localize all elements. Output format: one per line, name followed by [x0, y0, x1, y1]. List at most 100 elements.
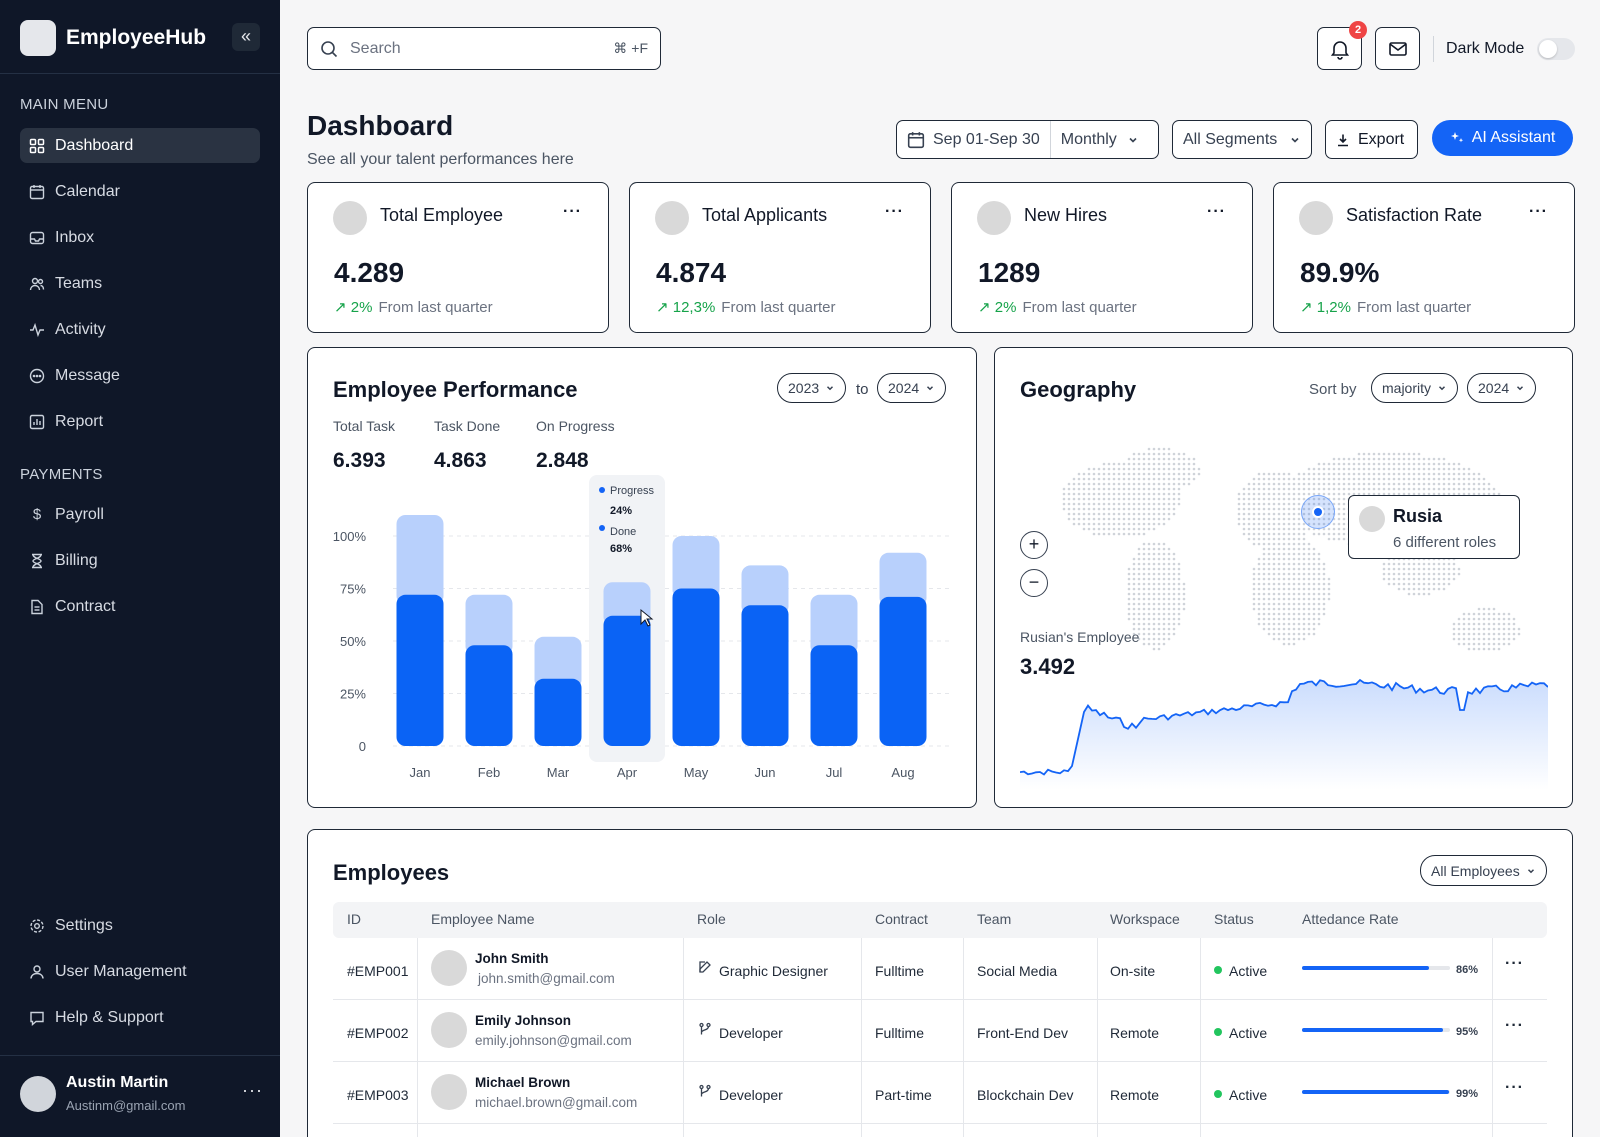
row-more-button[interactable]: ··· — [1505, 955, 1524, 972]
sidebar-item-report[interactable]: Report — [20, 404, 260, 439]
user-profile[interactable]: Austin Martin Austinm@gmail.com ··· — [0, 1055, 280, 1137]
chevron-down-icon — [827, 386, 834, 391]
column-header-name[interactable]: Employee Name — [431, 911, 535, 927]
attendance-rate: 99% — [1456, 1088, 1479, 1100]
column-header-id[interactable]: ID — [347, 911, 361, 927]
sidebar-item-teams[interactable]: Teams — [20, 266, 260, 301]
employee-name[interactable]: Emily Johnson — [475, 1013, 572, 1028]
export-button[interactable]: Export — [1325, 120, 1418, 159]
attendance-bar — [1302, 1028, 1450, 1032]
table-row[interactable] — [333, 938, 1547, 1000]
column-header-status[interactable]: Status — [1214, 911, 1254, 927]
employee-name[interactable]: John Smith — [475, 951, 549, 966]
user-more-button[interactable]: ··· — [242, 1080, 263, 1100]
bar-progress-mar[interactable] — [534, 636, 582, 689]
search-input[interactable]: Search ⌘ +F — [307, 27, 661, 70]
more-icon[interactable]: ··· — [1529, 203, 1548, 220]
metric-label-total-task: Total Task — [333, 418, 395, 434]
sort-select[interactable]: majority — [1371, 373, 1459, 403]
ai-assistant-button[interactable]: AI Assistant — [1432, 120, 1573, 156]
column-header-role[interactable]: Role — [697, 911, 726, 927]
bar-progress-jun[interactable] — [741, 565, 789, 616]
segments-select[interactable]: All Segments — [1172, 120, 1312, 159]
employee-count-label: Rusian's Employee — [1020, 629, 1140, 645]
bar-progress-apr[interactable] — [603, 582, 651, 626]
bar-progress-may[interactable] — [672, 536, 720, 599]
user-name: Austin Martin — [66, 1074, 169, 1091]
stat-card-new-hires: New Hires ··· 1289 ↗ 2% From last quarter — [951, 182, 1253, 333]
geography-year-select[interactable]: 2024 — [1467, 373, 1537, 403]
sidebar-item-payroll[interactable]: $ Payroll — [20, 497, 260, 532]
sidebar-item-dashboard[interactable]: Dashboard — [20, 128, 260, 163]
page-title: Dashboard — [307, 110, 454, 141]
bar-progress-aug[interactable] — [879, 552, 927, 607]
collapse-sidebar-button[interactable]: « — [232, 23, 260, 51]
from-year-select[interactable]: 2023 — [777, 373, 847, 403]
row-more-button[interactable]: ··· — [1505, 1079, 1524, 1096]
to-year-label: 2024 — [888, 380, 920, 396]
trend-up-icon: ↗ — [978, 299, 995, 316]
sidebar-item-label: Inbox — [55, 228, 95, 246]
more-icon[interactable]: ··· — [885, 203, 904, 220]
more-icon[interactable]: ··· — [1207, 203, 1226, 220]
mail-button[interactable] — [1375, 27, 1420, 70]
sidebar-item-user-management[interactable]: User Management — [20, 954, 260, 989]
sidebar-item-billing[interactable]: Billing — [20, 543, 260, 578]
bar-progress-feb[interactable] — [465, 594, 513, 656]
zoom-out-button[interactable]: − — [1020, 569, 1048, 597]
sidebar-item-message[interactable]: Message — [20, 358, 260, 393]
bar-done-jan[interactable] — [396, 594, 444, 746]
stat-change: ↗ 1,2% From last quarter — [1300, 298, 1471, 316]
sidebar-item-activity[interactable]: Activity — [20, 312, 260, 347]
search-placeholder: Search — [350, 40, 401, 57]
performance-title: Employee Performance — [333, 377, 578, 402]
x-tick-label: Jul — [826, 765, 843, 780]
sidebar-item-inbox[interactable]: Inbox — [20, 220, 260, 255]
bar-done-apr[interactable] — [603, 615, 651, 746]
map-marker[interactable] — [1301, 495, 1335, 529]
legend-dot-progress — [599, 487, 605, 493]
sidebar-item-settings[interactable]: Settings — [20, 908, 260, 943]
trend-line-path — [1020, 678, 1548, 776]
bar-progress-jan[interactable] — [396, 515, 444, 605]
period-select[interactable]: Monthly — [1051, 131, 1149, 149]
bar-done-feb[interactable] — [465, 645, 513, 746]
report-icon — [29, 414, 45, 430]
employee-name[interactable]: Michael Brown — [475, 1075, 571, 1090]
bar-done-jul[interactable] — [810, 645, 858, 746]
row-more-button[interactable]: ··· — [1505, 1017, 1524, 1034]
stat-title: New Hires — [1024, 205, 1108, 225]
brand[interactable]: EmployeeHub — [20, 20, 206, 56]
column-header-attendance[interactable]: Attedance Rate — [1302, 911, 1399, 927]
bar-progress-jul[interactable] — [810, 594, 858, 656]
stat-title: Total Employee — [380, 205, 504, 225]
download-icon — [1338, 134, 1348, 146]
sidebar-item-contract[interactable]: Contract — [20, 589, 260, 624]
employee-filter-select[interactable]: All Employees — [1420, 855, 1547, 886]
column-header-contract[interactable]: Contract — [875, 911, 928, 927]
bar-done-jun[interactable] — [741, 605, 789, 746]
table-row[interactable] — [333, 1000, 1547, 1062]
table-header — [333, 902, 1547, 938]
date-range-button[interactable]: Sep 01-Sep 30 — [897, 121, 1051, 158]
column-header-team[interactable]: Team — [977, 911, 1012, 927]
table-row[interactable] — [333, 1062, 1547, 1124]
chevron-down-icon — [1129, 137, 1137, 143]
bar-done-may[interactable] — [672, 588, 720, 747]
sidebar-item-calendar[interactable]: Calendar — [20, 174, 260, 209]
y-tick-label: 100% — [333, 529, 367, 544]
status-label: Active — [1229, 963, 1268, 979]
branch-icon — [699, 1022, 711, 1035]
dark-mode-toggle[interactable] — [1537, 38, 1575, 60]
to-year-select[interactable]: 2024 — [877, 373, 947, 403]
calendar-icon — [29, 184, 45, 200]
bar-done-mar[interactable] — [534, 678, 582, 746]
zoom-in-button[interactable]: + — [1020, 531, 1048, 559]
sidebar-item-help-support[interactable]: Help & Support — [20, 1000, 260, 1035]
column-header-workspace[interactable]: Workspace — [1110, 911, 1180, 927]
world-map[interactable] — [1040, 430, 1540, 690]
avatar — [431, 1012, 467, 1048]
segments-label: All Segments — [1183, 130, 1278, 148]
more-icon[interactable]: ··· — [563, 203, 582, 220]
bar-done-aug[interactable] — [879, 596, 927, 746]
